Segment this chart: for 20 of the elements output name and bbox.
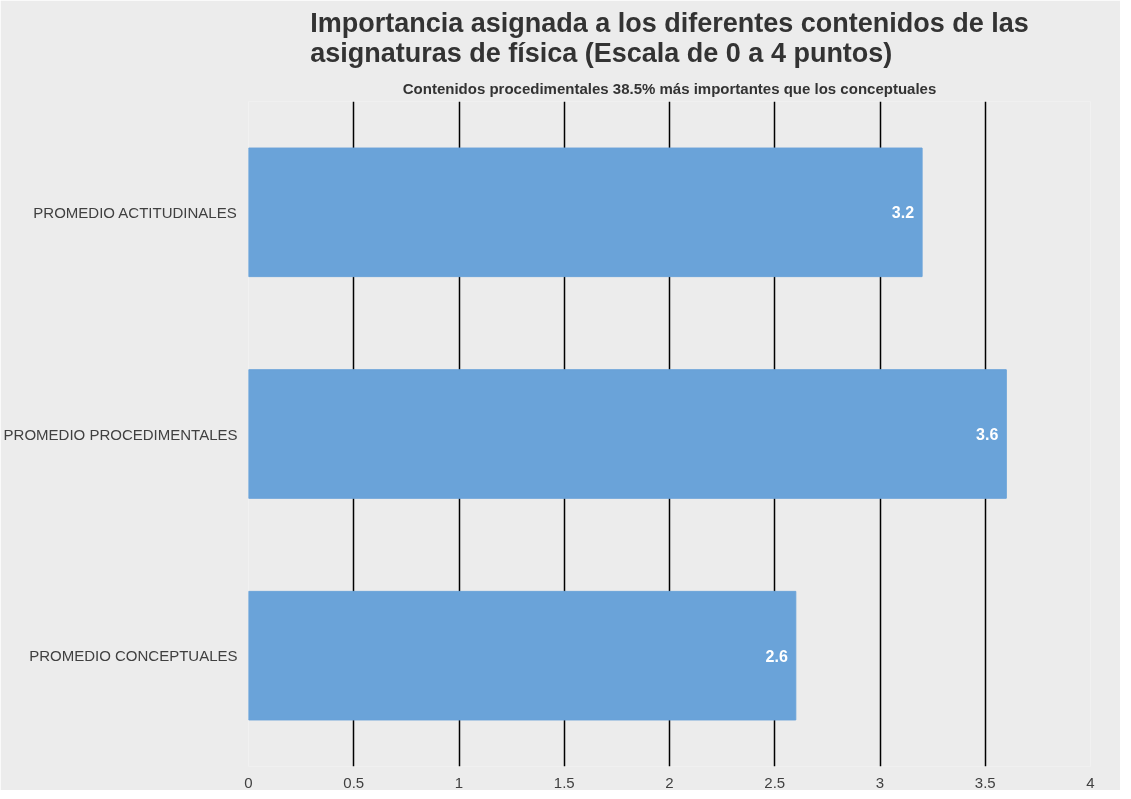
bar (248, 590, 797, 721)
data-label: 3.6 (976, 426, 999, 443)
x-tick-label: 1.5 (553, 773, 575, 791)
data-label: 2.6 (765, 647, 788, 665)
x-tick-label: 3.5 (974, 773, 996, 791)
x-tick-label: 2.5 (764, 773, 786, 791)
y-tick-label: PROMEDIO ACTITUDINALES (33, 203, 237, 221)
chart-subtitle: Contenidos procedimentales 38.5% más importantes que los conceptuales (402, 79, 937, 97)
bar (248, 147, 923, 278)
x-tick-label: 0 (244, 773, 253, 791)
x-tick-label: 2 (665, 773, 674, 791)
chart-title: Importancia asignada a los diferentes contenidos de las asignaturas de física (Escala de 0 a 4 puntos) (310, 7, 1029, 68)
bar (248, 369, 1007, 499)
x-tick-label: 3 (875, 773, 885, 791)
y-tick-label: PROMEDIO CONCEPTUALES (29, 647, 238, 665)
x-tick-label: 1 (454, 773, 464, 791)
x-tick-label: 0.5 (343, 773, 365, 791)
data-label: 3.2 (891, 204, 915, 222)
y-tick-label: PROMEDIO PROCEDIMENTALES (3, 425, 238, 443)
x-tick-label: 4 (1086, 773, 1095, 791)
